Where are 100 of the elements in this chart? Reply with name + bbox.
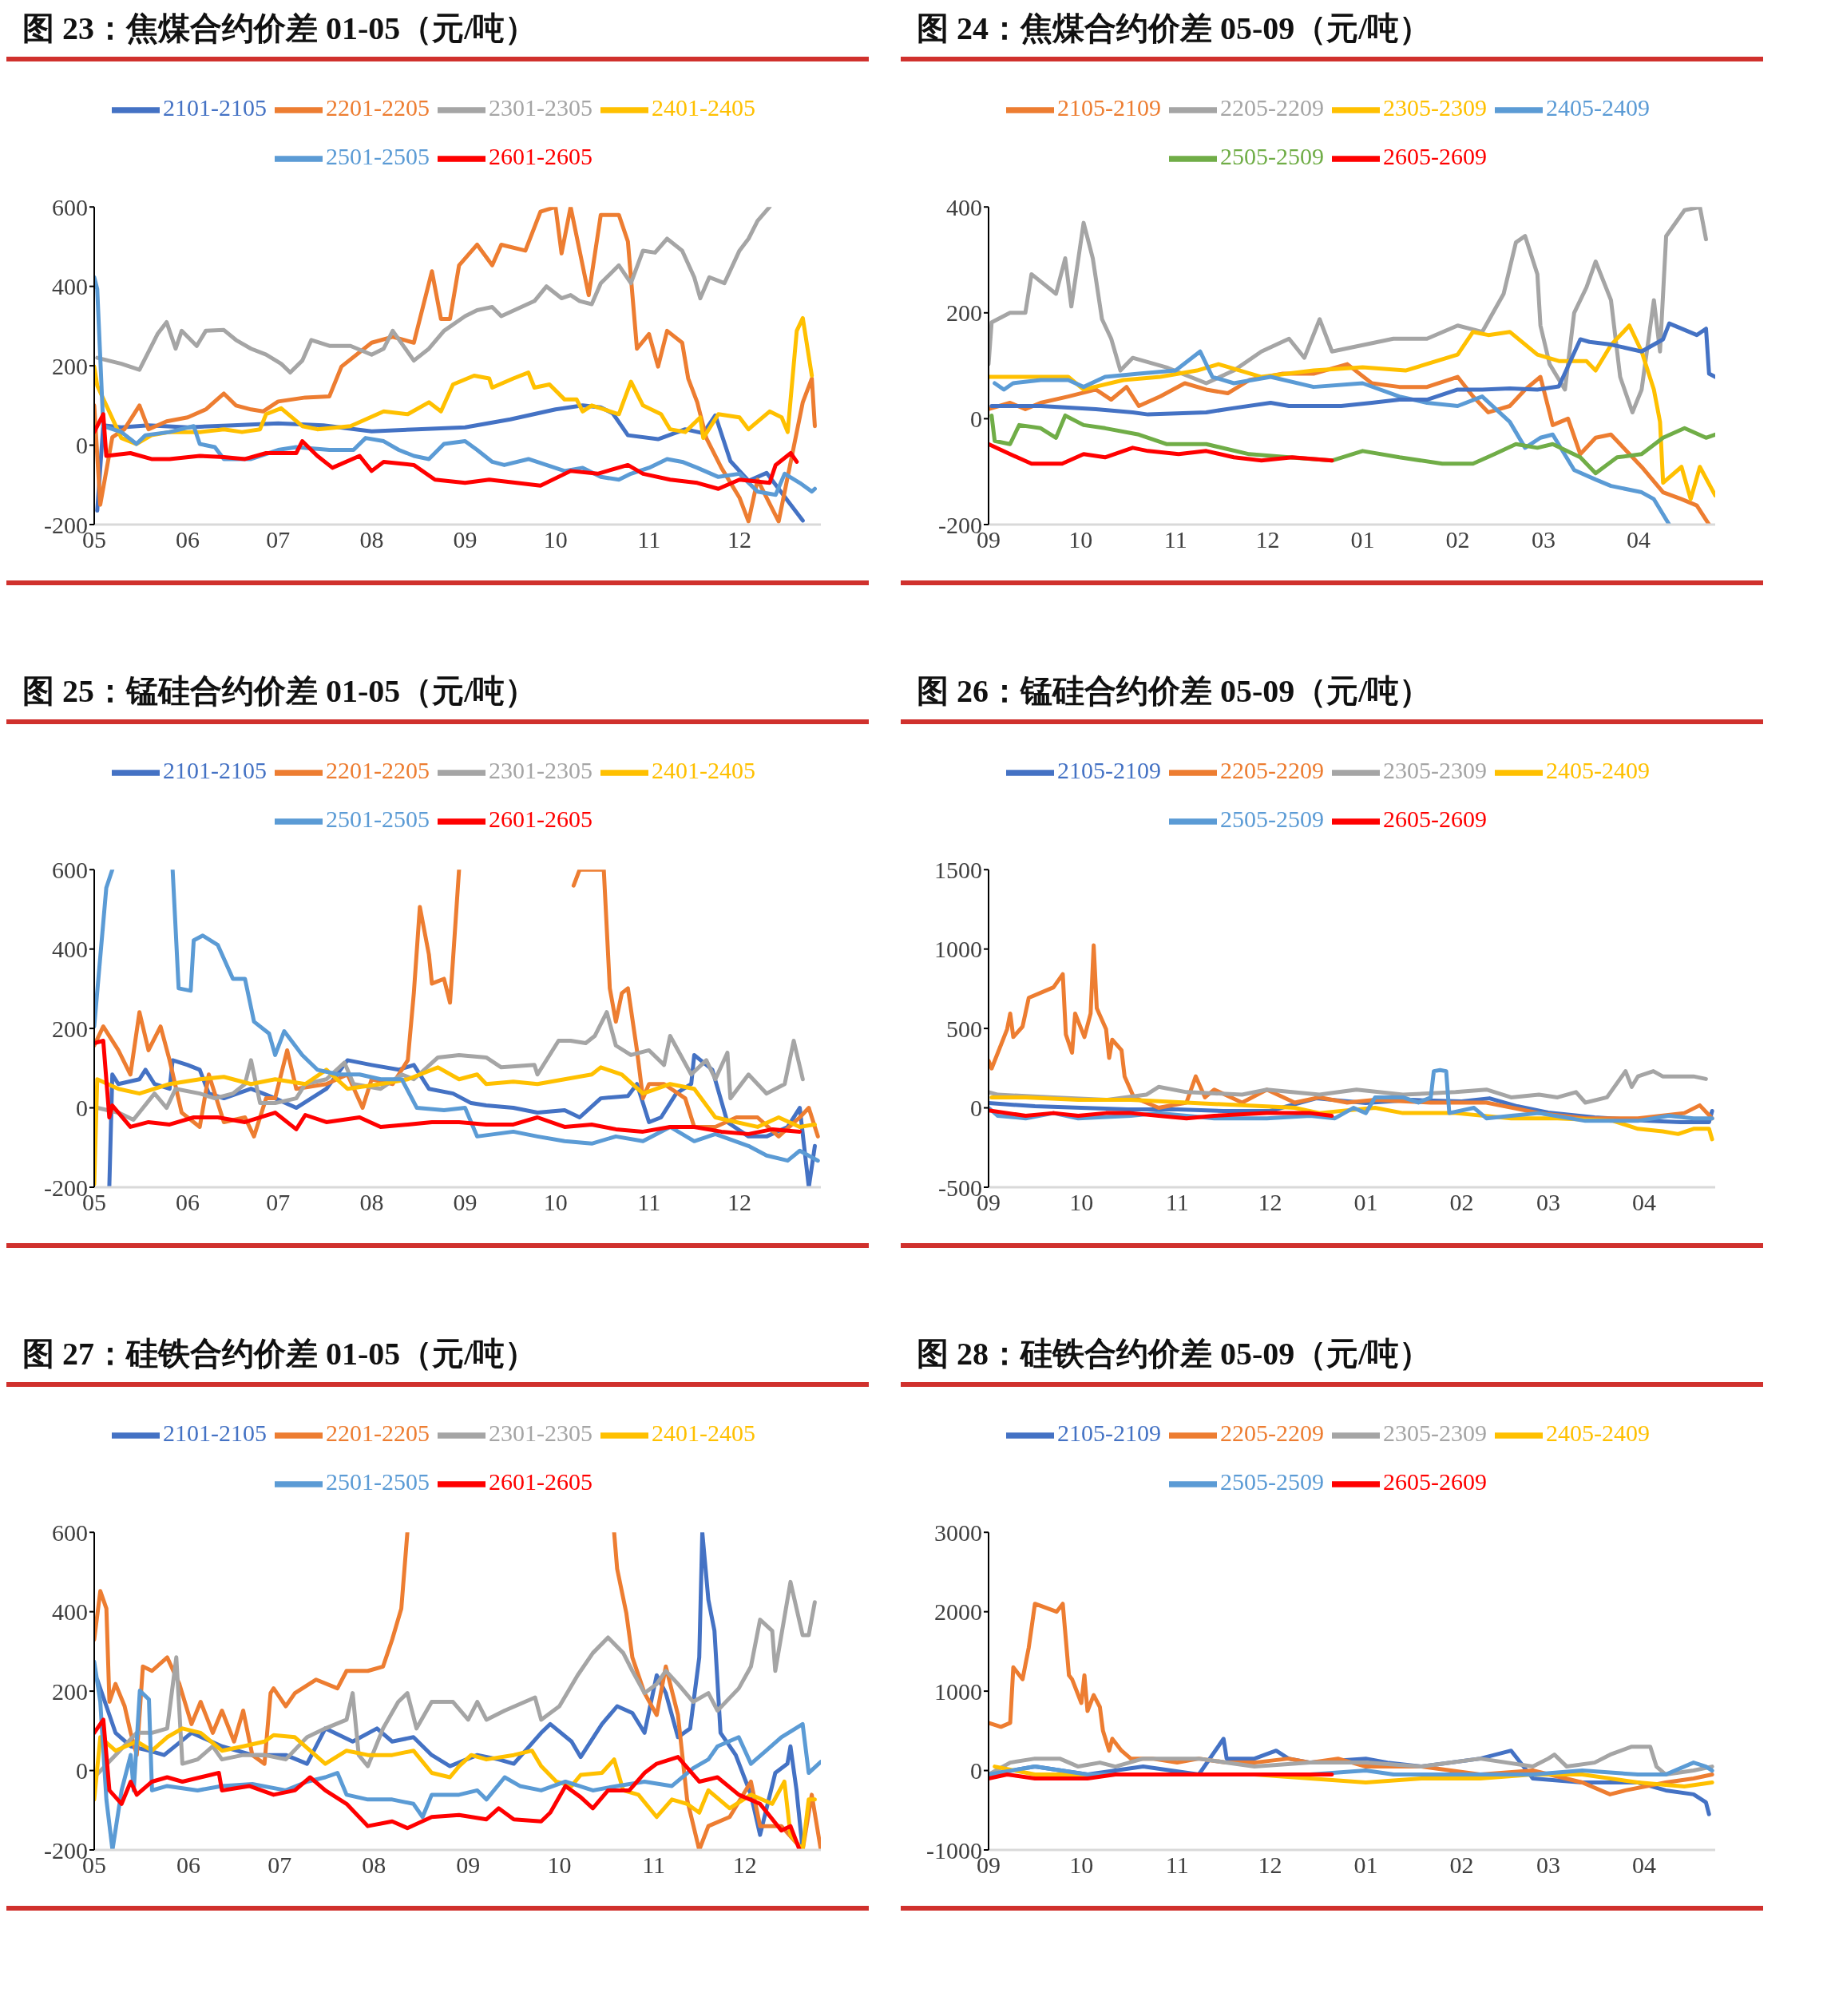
x-tick-label: 01 bbox=[1353, 1852, 1378, 1879]
y-tick-label: 1000 bbox=[934, 1677, 982, 1705]
y-tick-label: 200 bbox=[52, 1677, 88, 1705]
x-tick-label: 10 bbox=[543, 526, 568, 553]
x-tick-label: 08 bbox=[359, 1189, 384, 1216]
legend-label: 2101-2105 bbox=[163, 757, 267, 783]
y-tick-label: 600 bbox=[52, 1519, 88, 1546]
x-tick-label: 06 bbox=[176, 1189, 200, 1216]
x-tick-label: 03 bbox=[1531, 526, 1556, 553]
chart-title: 图 25：锰硅合约价差 01-05（元/吨） bbox=[6, 669, 869, 724]
x-tick-label: 10 bbox=[1069, 1189, 1094, 1216]
x-tick-label: 10 bbox=[543, 1189, 568, 1216]
x-tick-label: 12 bbox=[727, 526, 752, 553]
x-tick-label: 08 bbox=[362, 1852, 386, 1879]
x-tick-label: 11 bbox=[642, 1852, 666, 1879]
x-tick-label: 04 bbox=[1627, 526, 1651, 553]
y-tick-label: 200 bbox=[52, 352, 88, 379]
chart-title: 图 23：焦煤合约价差 01-05（元/吨） bbox=[6, 6, 869, 61]
legend-label: 2101-2105 bbox=[163, 1420, 267, 1446]
y-tick-label: 0 bbox=[76, 1095, 88, 1122]
x-tick-label: 11 bbox=[637, 1189, 661, 1216]
x-tick-label: 12 bbox=[727, 1189, 752, 1216]
x-tick-label: 08 bbox=[359, 526, 384, 553]
x-tick-label: 11 bbox=[637, 526, 661, 553]
legend-label: 2201-2205 bbox=[326, 1420, 430, 1446]
legend-label: 2305-2309 bbox=[1383, 94, 1487, 121]
y-tick-label: 400 bbox=[52, 273, 88, 300]
chart-title: 图 24：焦煤合约价差 05-09（元/吨） bbox=[901, 6, 1763, 61]
legend-label: 2105-2109 bbox=[1057, 94, 1161, 121]
chart-title: 图 28：硅铁合约价差 05-09（元/吨） bbox=[901, 1332, 1763, 1387]
x-tick-label: 12 bbox=[1258, 1852, 1282, 1879]
x-tick-label: 02 bbox=[1445, 526, 1470, 553]
y-tick-label: 1000 bbox=[934, 936, 982, 963]
x-tick-label: 06 bbox=[176, 526, 200, 553]
legend-label: 2405-2409 bbox=[1546, 1420, 1650, 1446]
legend-label: 2605-2609 bbox=[1383, 143, 1487, 170]
legend-label: 2301-2305 bbox=[489, 757, 592, 783]
y-tick-label: 0 bbox=[970, 406, 982, 433]
chart-title: 图 27：硅铁合约价差 01-05（元/吨） bbox=[6, 1332, 869, 1387]
legend-label: 2501-2505 bbox=[326, 1468, 430, 1495]
legend-label: 2105-2109 bbox=[1057, 757, 1161, 783]
y-tick-label: 200 bbox=[52, 1015, 88, 1042]
x-tick-label: 11 bbox=[1165, 1189, 1189, 1216]
legend-label: 2605-2609 bbox=[1383, 806, 1487, 833]
legend-label: 2101-2105 bbox=[163, 94, 267, 121]
legend-label: 2405-2409 bbox=[1546, 757, 1650, 783]
x-tick-label: 09 bbox=[456, 1852, 481, 1879]
chart-title: 图 26：锰硅合约价差 05-09（元/吨） bbox=[901, 669, 1763, 724]
y-tick-label: 0 bbox=[76, 432, 88, 459]
x-tick-label: 09 bbox=[453, 1189, 478, 1216]
x-tick-label: 10 bbox=[1068, 526, 1093, 553]
x-tick-label: 03 bbox=[1536, 1189, 1560, 1216]
x-tick-label: 09 bbox=[453, 526, 478, 553]
x-tick-label: 07 bbox=[266, 1189, 291, 1216]
legend-label: 2601-2605 bbox=[489, 143, 592, 170]
y-tick-label: 200 bbox=[946, 299, 982, 327]
legend-label: 2605-2609 bbox=[1383, 1468, 1487, 1495]
x-tick-label: 12 bbox=[1258, 1189, 1282, 1216]
legend-label: 2505-2509 bbox=[1220, 1468, 1324, 1495]
x-tick-label: 12 bbox=[732, 1852, 757, 1879]
y-tick-label: 500 bbox=[946, 1015, 982, 1042]
x-tick-label: 07 bbox=[268, 1852, 292, 1879]
y-tick-label: 3000 bbox=[934, 1519, 982, 1546]
y-tick-label: 0 bbox=[970, 1757, 982, 1784]
legend-label: 2505-2509 bbox=[1220, 806, 1324, 833]
legend-label: 2501-2505 bbox=[326, 806, 430, 833]
legend-label: 2201-2205 bbox=[326, 94, 430, 121]
legend-label: 2401-2405 bbox=[652, 757, 755, 783]
legend-label: 2401-2405 bbox=[652, 1420, 755, 1446]
x-tick-label: 04 bbox=[1631, 1852, 1656, 1879]
x-tick-label: 12 bbox=[1255, 526, 1280, 553]
x-tick-label: 10 bbox=[547, 1852, 572, 1879]
x-tick-label: 01 bbox=[1353, 1189, 1378, 1216]
y-tick-label: 0 bbox=[76, 1757, 88, 1784]
legend-label: 2601-2605 bbox=[489, 806, 592, 833]
legend-label: 2205-2209 bbox=[1220, 94, 1324, 121]
legend-label: 2405-2409 bbox=[1546, 94, 1650, 121]
y-tick-label: 400 bbox=[52, 1598, 88, 1626]
x-tick-label: 02 bbox=[1449, 1852, 1474, 1879]
x-tick-label: 03 bbox=[1536, 1852, 1560, 1879]
legend-label: 2205-2209 bbox=[1220, 1420, 1324, 1446]
legend-label: 2305-2309 bbox=[1383, 1420, 1487, 1446]
legend-label: 2105-2109 bbox=[1057, 1420, 1161, 1446]
x-tick-label: 02 bbox=[1449, 1189, 1474, 1216]
x-tick-label: 06 bbox=[176, 1852, 201, 1879]
legend-label: 2601-2605 bbox=[489, 1468, 592, 1495]
y-tick-label: 400 bbox=[946, 193, 982, 220]
legend-label: 2501-2505 bbox=[326, 143, 430, 170]
x-tick-label: 07 bbox=[266, 526, 291, 553]
legend-label: 2301-2305 bbox=[489, 1420, 592, 1446]
legend-label: 2301-2305 bbox=[489, 94, 592, 121]
x-tick-label: 10 bbox=[1069, 1852, 1094, 1879]
y-tick-label: 600 bbox=[52, 856, 88, 883]
legend-label: 2201-2205 bbox=[326, 757, 430, 783]
legend-label: 2305-2309 bbox=[1383, 757, 1487, 783]
y-tick-label: 1500 bbox=[934, 856, 982, 883]
x-tick-label: 01 bbox=[1350, 526, 1375, 553]
legend-label: 2401-2405 bbox=[652, 94, 755, 121]
y-tick-label: 600 bbox=[52, 193, 88, 220]
y-tick-label: 2000 bbox=[934, 1598, 982, 1626]
